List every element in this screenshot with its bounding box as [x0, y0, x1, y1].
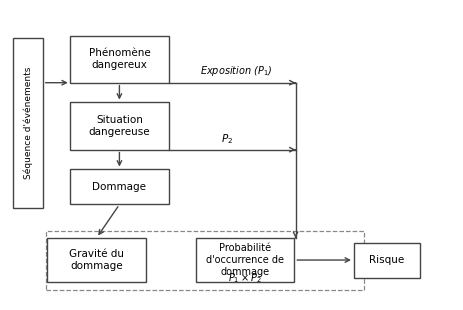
Bar — [13, 38, 43, 208]
Text: $P_2$: $P_2$ — [221, 132, 233, 146]
Bar — [70, 103, 169, 150]
Text: Phénomène
dangereux: Phénomène dangereux — [88, 48, 150, 70]
Text: Risque: Risque — [369, 255, 405, 265]
Bar — [70, 170, 169, 205]
Bar — [46, 231, 364, 290]
Bar — [47, 238, 146, 282]
Text: Gravité du
dommage: Gravité du dommage — [69, 249, 124, 271]
Text: Séquence d'événements: Séquence d'événements — [23, 67, 33, 179]
Bar — [354, 242, 420, 277]
Text: Situation
dangereuse: Situation dangereuse — [88, 115, 150, 137]
Bar — [70, 36, 169, 83]
Text: Probabilité
d'occurrence de
dommage: Probabilité d'occurrence de dommage — [206, 243, 284, 277]
Text: $P_1 \times P_2$: $P_1 \times P_2$ — [228, 271, 262, 285]
Text: Dommage: Dommage — [93, 182, 146, 192]
Bar — [196, 238, 294, 282]
Text: Exposition ($P_1$): Exposition ($P_1$) — [200, 64, 273, 78]
